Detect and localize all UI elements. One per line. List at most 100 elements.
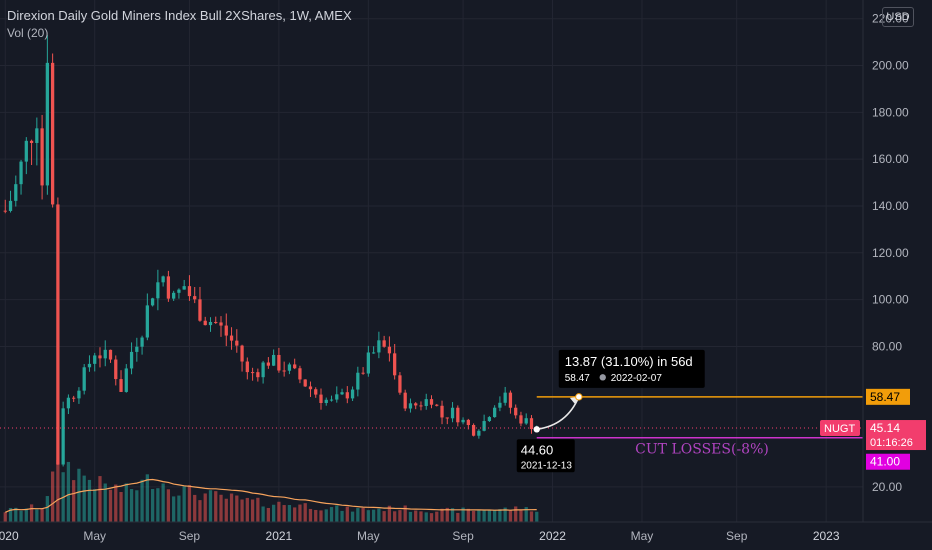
candle-body [508,392,513,408]
candle-body [393,353,397,376]
candle-body [119,379,123,392]
last-price-badge-text: 45.14 [870,421,900,435]
x-tick-label: 2021 [266,529,293,543]
candle-body [435,404,439,406]
volume-bar [403,505,407,522]
chart-title: Direxion Daily Gold Miners Index Bull 2X… [7,8,352,23]
candle-body [193,296,197,300]
candle-body [219,322,223,326]
candle-body [366,352,370,374]
volume-bar [256,497,260,522]
volume-bar [166,489,171,522]
stop-price-badge [866,453,910,470]
volume-bar [45,496,49,522]
candle-body [419,405,423,407]
candle-body [403,392,407,409]
candle-body [314,389,318,395]
last-price-badge [866,420,926,451]
start-point-price: 44.60 [521,442,554,457]
price-axis[interactable]: 20.00 80.00 100.00 120.00 140.00 160.00 180.00… [872,12,909,494]
volume-bar [345,506,349,522]
target-price-badge-text: 58.47 [870,390,900,404]
volume-bar [387,505,392,522]
candle-body [224,325,228,336]
volume-bar [150,488,155,522]
volume-bar [77,468,81,522]
measure-tooltip [558,349,705,388]
x-tick-label: May [631,529,654,543]
volume-bar [461,507,465,522]
volume-bar [119,492,123,522]
candle-body [72,397,76,399]
volume-bar [477,509,481,522]
volume-bar [419,511,423,522]
volume-bar [314,509,318,522]
volume-bar [82,475,86,522]
volume-bar [340,510,344,522]
candle-body [103,349,107,359]
candle-body [398,375,402,393]
candle-body [208,321,213,326]
annotations[interactable]: CUT LOSSES(-8%) 13.87 (31.10%) in 56d 58.4… [0,349,863,473]
candle-body [29,140,34,143]
measure-end-point [575,393,583,401]
candle-body [114,359,118,380]
volume-bar [193,494,197,522]
volume-bar [98,476,102,522]
candle-body [493,407,497,418]
candle-body [429,399,434,405]
volume-bar [519,510,523,522]
currency-button[interactable]: USD [882,7,914,27]
candle-body [440,405,444,418]
candle-body [235,340,239,346]
symbol-badge-text: NUGT [824,423,855,435]
volume-bar [161,483,165,522]
volume-indicator-label[interactable]: Vol (20) [7,26,49,40]
candle-body [177,289,181,293]
volume-bar [482,510,486,522]
volume-bar [366,510,370,522]
time-axis[interactable]: 2020 May Sep 2021 May Sep 2022 May Sep 2023 [0,529,840,543]
volume-bar [408,511,413,522]
volume-bar [72,480,76,522]
volume-bar [293,507,297,522]
volume-bar [424,512,428,522]
candle-body [187,286,192,297]
volume-bar [208,490,213,522]
measure-sub-price: 58.47 [565,373,590,384]
volume-bar [24,508,28,522]
candle-body [198,299,202,321]
volume-bar [187,485,192,522]
volume-bar [135,490,139,522]
candle-body [66,397,71,409]
candle-body [182,286,186,290]
volume-bar [182,486,186,522]
volume-bar [514,506,518,522]
candle-body [77,390,81,399]
volume-bar [87,479,92,522]
candle-body [277,354,281,371]
price-badges: 58.47 NUGT 45.14 01:16:26 41.00 [820,388,926,470]
candle-body [371,352,376,354]
candle-body [61,408,65,465]
candle-body [203,320,207,326]
candle-body [240,345,244,362]
candle-body [524,418,528,424]
volume-bar [524,507,528,522]
candle-body [519,415,523,424]
volume-bar [56,460,60,522]
volume-bar [250,499,255,522]
volume-bar [487,510,492,522]
candle-body [50,62,55,205]
volume-bar [440,508,444,522]
volume-bar [503,507,507,522]
candle-body [487,417,492,422]
measure-arrow [536,396,580,431]
volume-bar [466,508,470,522]
volume-bar [272,504,276,522]
start-point-date: 2021-12-13 [521,460,573,471]
volume-bar [382,511,386,522]
candle-body [35,128,39,143]
volume-ma-line [5,478,537,513]
